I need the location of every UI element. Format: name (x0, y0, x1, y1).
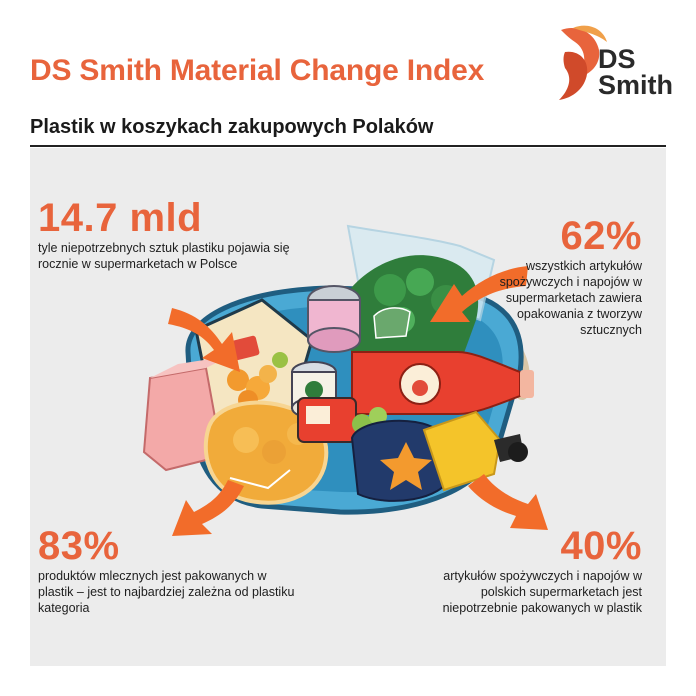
page-subtitle: Plastik w koszykach zakupowych Polaków (30, 116, 434, 138)
stat-plastic-packaging-share: 62% wszystkich artykułów spożywczych i n… (466, 214, 642, 338)
stat-description: tyle niepotrzebnych sztuk plastiku pojaw… (38, 241, 290, 271)
logo-line-ds: DS (598, 44, 636, 74)
logo-line-smith: Smith (598, 70, 674, 100)
arrow-icon (168, 266, 548, 536)
stat-value: 14.7 mld (38, 196, 203, 240)
stat-value: 40% (560, 524, 642, 568)
stat-dairy-plastic: 83% produktów mlecznych jest pakowanych … (38, 524, 298, 616)
header-divider (30, 145, 666, 147)
stat-value: 62% (560, 214, 642, 258)
ds-smith-logo (559, 25, 607, 100)
stat-unnecessary-plastic: 40% artykułów spożywczych i napojów w po… (420, 524, 642, 616)
stat-description: produktów mlecznych jest pakowanych w pl… (38, 569, 295, 615)
stat-value: 83% (38, 524, 120, 568)
stat-plastic-items: 14.7 mld tyle niepotrzebnych sztuk plast… (38, 196, 328, 272)
stat-description: artykułów spożywczych i napojów w polski… (442, 569, 642, 615)
page-title: DS Smith Material Change Index (30, 54, 485, 87)
stat-description: wszystkich artykułów spożywczych i napoj… (499, 259, 642, 337)
logo-wordmark: DS Smith (598, 44, 674, 100)
